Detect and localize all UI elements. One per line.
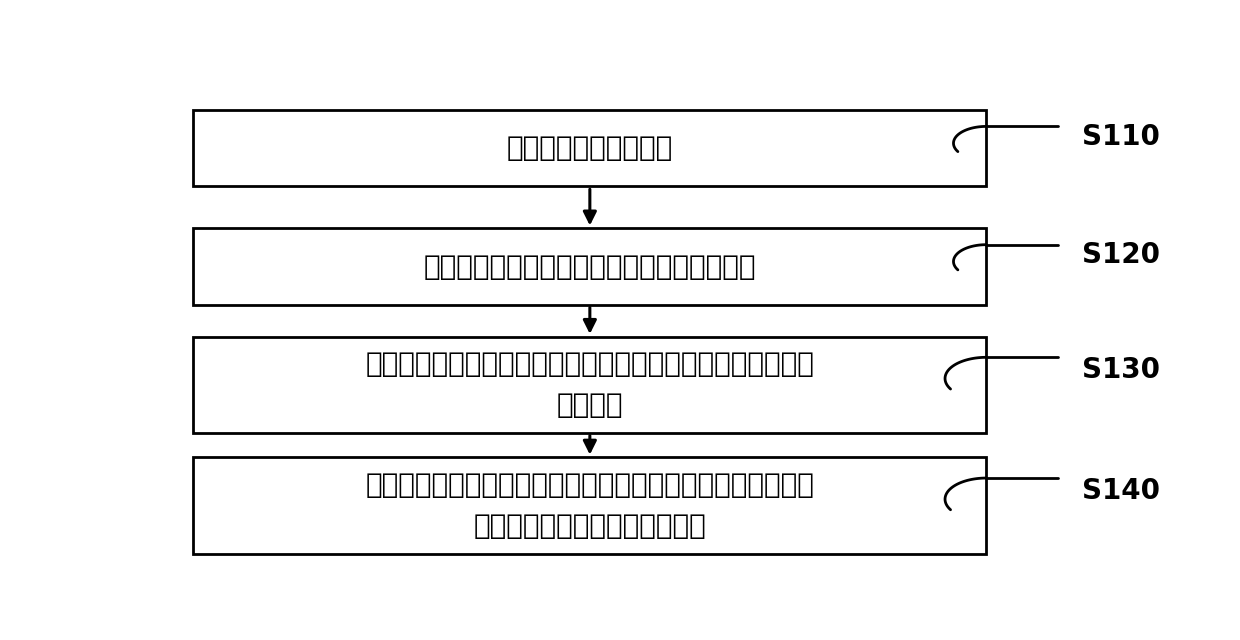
FancyBboxPatch shape (193, 110, 986, 186)
Text: S110: S110 (1083, 123, 1161, 151)
FancyBboxPatch shape (193, 458, 986, 554)
Text: S140: S140 (1083, 477, 1161, 505)
FancyBboxPatch shape (193, 228, 986, 305)
Text: S120: S120 (1083, 241, 1161, 269)
Text: 根据所述时钟频率对神经电信号进行尖峰检测: 根据所述时钟频率对神经电信号进行尖峰检测 (424, 253, 756, 280)
Text: S130: S130 (1083, 356, 1161, 385)
FancyBboxPatch shape (193, 337, 986, 433)
Text: 根据所述时钟频率、压缩比和尖峰检测情况对所述神经电信号
进行存储: 根据所述时钟频率、压缩比和尖峰检测情况对所述神经电信号 进行存储 (366, 350, 815, 419)
Text: 根据所述时钟频率、压缩比和尖峰检测情况对所述存储的神经
电信号进行压缩并存储压缩信号: 根据所述时钟频率、压缩比和尖峰检测情况对所述存储的神经 电信号进行压缩并存储压缩… (366, 471, 815, 540)
Text: 设置时钟频率和压缩比: 设置时钟频率和压缩比 (507, 134, 673, 163)
